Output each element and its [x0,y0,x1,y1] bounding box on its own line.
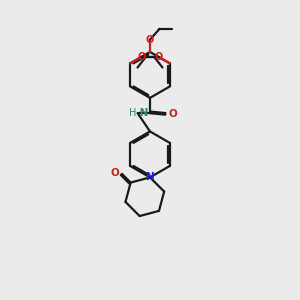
Text: O: O [137,52,146,62]
Text: O: O [168,109,177,119]
Text: N: N [136,108,148,118]
Text: O: O [110,168,119,178]
Text: O: O [146,34,154,45]
Text: O: O [154,52,163,62]
Text: N: N [146,172,154,182]
Text: H: H [129,108,136,118]
